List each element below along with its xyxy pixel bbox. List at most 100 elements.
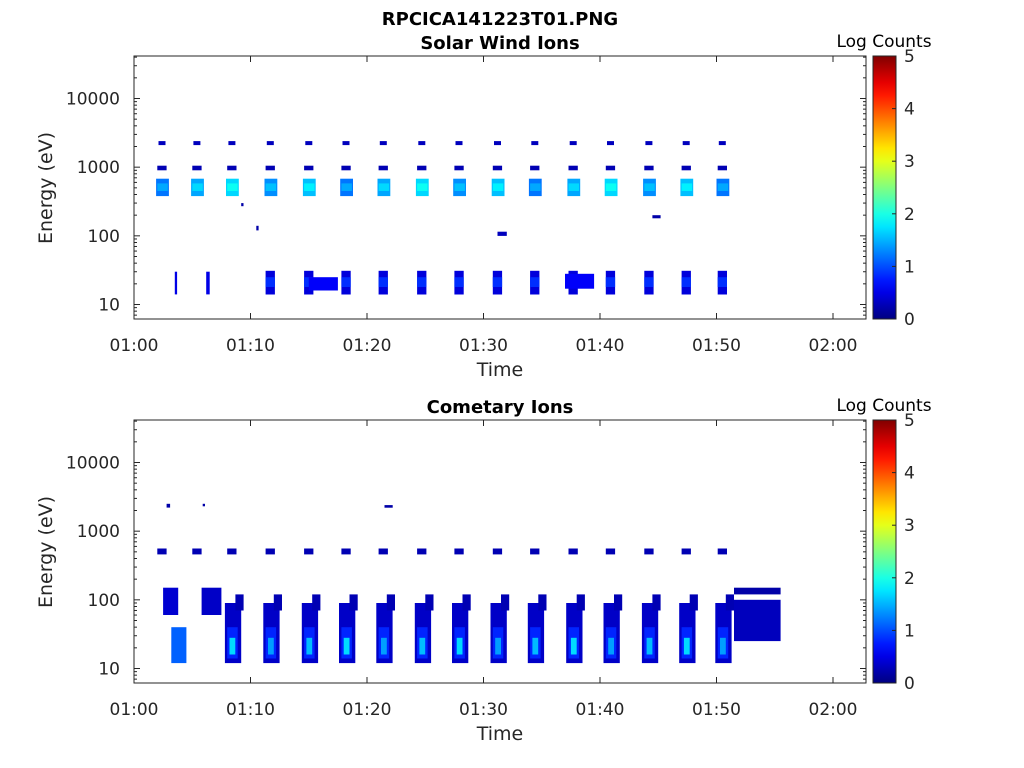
y-tick-label: 10000 [66,90,120,110]
colorbar-tick-label: 0 [904,674,915,694]
data-cell [495,637,501,655]
data-cell [725,594,734,611]
data-cell [605,165,616,171]
data-cell [681,183,693,191]
data-cell [341,165,351,171]
colorbar-tick-label: 5 [904,411,915,431]
data-cell [605,277,616,287]
data-cell [157,165,167,171]
data-cell [265,277,275,287]
data-cell [265,165,275,171]
colorbar-label: Log Counts [836,396,931,416]
x-tick-label: 01:00 [110,336,159,356]
colorbar-tick-label: 0 [904,310,915,330]
data-cell [530,165,540,171]
data-cell [454,183,465,191]
data-cell [206,271,210,295]
data-cell [492,183,504,191]
data-cell [273,594,282,611]
data-cell [265,548,275,555]
colorbar-tick-label: 1 [904,257,915,277]
data-cell [304,165,314,171]
x-tick-label: 01:10 [226,336,275,356]
colorbar-tick-label: 2 [904,205,915,225]
data-cell [306,637,313,655]
colorbar-tick-label: 2 [904,569,915,589]
data-cell [312,594,321,611]
colorbar-tick-label: 4 [904,464,915,484]
data-cell [734,587,781,595]
data-cell [229,637,236,655]
data-cell [349,594,358,611]
data-cell [681,548,691,555]
data-cell [530,183,541,191]
data-cell [717,183,729,191]
data-cell [494,141,501,146]
data-cell [530,277,540,287]
data-cell [201,587,222,615]
data-cell [644,183,655,191]
data-cell [163,587,179,615]
data-cell [718,141,726,146]
y-axis-label: Energy (eV) [35,496,57,608]
data-cell [538,594,547,611]
y-tick-label: 1000 [77,522,120,542]
data-cell [192,183,203,191]
data-cell [268,637,274,655]
data-cell [417,548,427,555]
y-tick-label: 100 [88,591,120,611]
data-cell [425,594,434,611]
y-tick-label: 1000 [77,158,120,178]
data-cell [681,277,691,287]
spectrogram [157,503,781,664]
spectrogram [156,141,730,295]
data-cell [717,277,727,287]
data-cell [645,141,653,146]
data-cell [652,215,661,219]
data-cell [235,594,244,611]
data-cell [683,637,690,655]
colorbar-tick-label: 4 [904,100,915,120]
data-cell [501,594,510,611]
data-cell [157,548,167,555]
data-cell [304,548,314,555]
data-cell [341,183,352,191]
data-cell [228,141,236,146]
data-cell [305,141,313,146]
data-cell [462,594,471,611]
data-cell [605,548,616,555]
data-cell [342,141,350,146]
data-cell [256,225,259,231]
data-cell [227,183,238,191]
data-cell [192,548,202,555]
x-tick-label: 02:00 [809,336,858,356]
data-cell [192,165,202,171]
data-cell [720,637,726,655]
data-cell [308,277,338,291]
data-cell [341,548,351,555]
data-cell [734,599,781,642]
data-cell [646,637,653,655]
axes: 01:00 01:10 01:20 01:30 01:40 01:50 02:0010100… [66,411,915,720]
data-cell [531,141,539,146]
x-tick-label: 01:20 [343,700,392,720]
data-cell [341,277,351,287]
data-cell [265,183,277,191]
x-tick-label: 01:50 [692,336,741,356]
data-cell [568,183,579,191]
data-cell [644,548,654,555]
y-axis-label: Energy (eV) [35,132,57,244]
data-cell [570,637,577,655]
data-cell [454,277,464,287]
colorbar [872,55,897,320]
data-cell [644,165,654,171]
data-cell [417,277,427,287]
data-cell [607,141,614,146]
data-cell [492,165,503,171]
data-cell [652,594,661,611]
x-tick-label: 01:30 [459,336,508,356]
x-tick-label: 01:20 [343,336,392,356]
data-cell [681,165,691,171]
data-cell [454,165,464,171]
